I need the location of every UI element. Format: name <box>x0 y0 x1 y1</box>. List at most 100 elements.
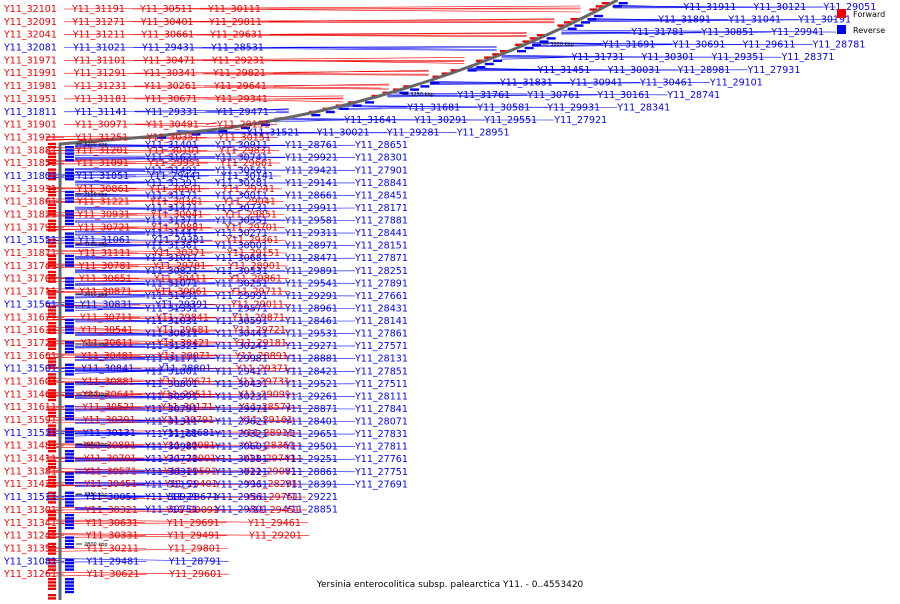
connector-line <box>74 220 216 222</box>
reverse-gene-label: Y11_29441 <box>148 171 202 182</box>
reverse-gene-label: Y11_30161 <box>596 90 650 101</box>
reverse-feature <box>65 222 74 226</box>
forward-feature <box>48 306 56 309</box>
connector-line <box>74 469 356 473</box>
reverse-feature <box>65 395 74 398</box>
forward-feature <box>48 178 56 181</box>
reverse-feature <box>484 62 494 66</box>
reverse-gene-label: Y11_27921 <box>553 115 607 126</box>
reverse-gene-label: Y11_31011 <box>144 253 198 264</box>
reverse-gene-label: Y11_31561 <box>3 299 57 310</box>
connector-line <box>45 339 295 344</box>
connector-line <box>74 231 356 234</box>
forward-gene-label: Y11_29881 <box>150 222 204 233</box>
reverse-gene-label: Y11_31041 <box>727 15 781 26</box>
reverse-feature <box>65 363 74 366</box>
reverse-gene-label: Y11_27751 <box>354 467 408 478</box>
reverse-gene-label: Y11_27841 <box>354 404 408 415</box>
forward-gene-label: Y11_31711 <box>3 287 57 298</box>
reverse-gene-label: Y11_31431 <box>144 291 198 302</box>
reverse-gene-label: Y11_30911 <box>214 140 268 151</box>
forward-feature <box>48 219 56 222</box>
connector-line <box>45 535 228 538</box>
connector-line <box>45 571 230 575</box>
connector-line <box>45 353 296 357</box>
forward-gene-label: Y11_31861 <box>3 197 57 208</box>
forward-gene-label: Y11_29011 <box>230 299 284 310</box>
connector-line <box>74 420 356 422</box>
connector-line <box>45 226 212 228</box>
forward-gene-label: Y11_29641 <box>213 81 267 92</box>
gene-labels: Y11_32101Y11_32091Y11_32041Y11_32081Y11_… <box>3 2 876 580</box>
forward-feature <box>48 584 56 587</box>
reverse-gene-label: Y11_31811 <box>3 107 57 118</box>
reverse-gene-label: Y11_29971 <box>214 404 268 415</box>
forward-feature <box>48 546 56 549</box>
forward-feature <box>500 50 508 53</box>
connector-line <box>74 343 356 347</box>
reverse-gene-label: Y11_27811 <box>354 442 408 453</box>
connector-line <box>74 358 146 360</box>
forward-gene-label: Y11_29511 <box>159 389 213 400</box>
connector-line <box>74 320 356 323</box>
forward-gene-label: Y11_29131 <box>216 120 270 131</box>
reverse-gene-label: Y11_31521 <box>246 128 300 139</box>
reverse-gene-label: Y11_27761 <box>354 454 408 465</box>
forward-feature <box>48 245 56 248</box>
reverse-gene-label: Y11_31441 <box>144 228 198 239</box>
reverse-gene-label: Y11_28651 <box>354 140 408 151</box>
reverse-feature <box>65 306 74 309</box>
reverse-gene-label: Y11_30981 <box>144 442 198 453</box>
connector-line <box>201 32 527 35</box>
axis-tick-label: 2800 kbp <box>84 542 108 548</box>
forward-gene-label: Y11_30611 <box>80 338 134 349</box>
reverse-gene-label: Y11_30021 <box>316 128 370 139</box>
reverse-gene-label: Y11_31691 <box>602 40 656 51</box>
forward-gene-label: Y11_29461 <box>247 518 301 529</box>
connector-line <box>267 7 581 10</box>
reverse-gene-label: Y11_27871 <box>354 253 408 264</box>
forward-gene-label: Y11_29661 <box>219 158 273 169</box>
forward-feature <box>48 395 56 398</box>
forward-gene-label: Y11_30151 <box>217 132 271 143</box>
connector-line <box>45 150 280 154</box>
forward-gene-label: Y11_29491 <box>166 531 220 542</box>
forward-feature <box>48 411 56 414</box>
connector-line <box>273 83 389 87</box>
reverse-gene-label: Y11_31071 <box>144 278 198 289</box>
forward-gene-label: Y11_30261 <box>143 81 197 92</box>
connector-line <box>201 46 497 48</box>
reverse-gene-label: Y11_31491 <box>144 165 198 176</box>
connector-line <box>74 496 146 500</box>
forward-gene-label: Y11_29591 <box>163 466 217 477</box>
forward-gene-label: Y11_28361 <box>241 441 295 452</box>
connector-line <box>132 34 527 37</box>
reverse-gene-label: Y11_30771 <box>144 454 198 465</box>
connector-line <box>203 72 429 75</box>
connector-line <box>74 218 356 221</box>
forward-gene-label: Y11_29631 <box>209 30 263 41</box>
reverse-gene-label: Y11_29321 <box>214 429 268 440</box>
reverse-gene-label: Y11_28851 <box>284 504 338 515</box>
connector-line <box>74 144 286 147</box>
reverse-gene-label: Y11_28741 <box>666 90 720 101</box>
connector-line <box>74 170 216 173</box>
forward-feature <box>48 408 56 411</box>
reverse-gene-label: Y11_28951 <box>456 128 510 139</box>
connector-line <box>200 18 555 23</box>
forward-gene-label: Y11_28291 <box>244 479 298 490</box>
forward-gene-label: Y11_30641 <box>81 389 135 400</box>
reverse-feature <box>218 130 228 133</box>
reverse-gene-label: Y11_31471 <box>144 203 198 214</box>
connector-line <box>74 144 356 148</box>
reverse-gene-label: Y11_27931 <box>747 65 801 76</box>
forward-gene-label: Y11_29781 <box>152 261 206 272</box>
reverse-gene-label: Y11_29501 <box>284 442 338 453</box>
forward-gene-label: Y11_29821 <box>212 68 266 79</box>
reverse-gene-label: Y11_30941 <box>569 77 623 88</box>
reverse-gene-label: Y11_30031 <box>607 65 661 76</box>
connector-line <box>45 534 146 536</box>
connector-line <box>74 371 146 374</box>
connector-line <box>74 155 356 158</box>
forward-feature <box>48 226 56 229</box>
